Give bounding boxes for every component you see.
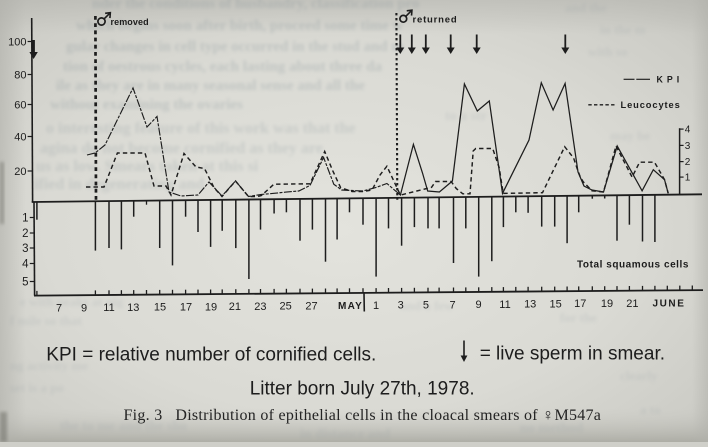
svg-text:40: 40 xyxy=(14,131,26,143)
svg-text:Fig. 3 Distribution of epith: Fig. 3 Distribution of epithelial cells … xyxy=(124,407,602,424)
svg-text:4: 4 xyxy=(22,259,29,271)
svg-text:without examining the ovaries: without examining the ovaries xyxy=(50,97,243,113)
svg-text:nder the conditions of husband: nder the conditions of husbandry, classi… xyxy=(92,0,419,12)
svg-text:to a str: to a str xyxy=(445,109,487,124)
svg-text:Leucocytes: Leucocytes xyxy=(621,100,681,110)
svg-text:11: 11 xyxy=(499,299,510,311)
svg-text:17: 17 xyxy=(180,302,192,314)
svg-text:ile as they are in many season: ile as they are in many seasonal sense a… xyxy=(56,78,365,94)
svg-text:in distance and: in distance and xyxy=(300,427,390,442)
svg-text:1: 1 xyxy=(22,213,28,225)
svg-text:tion of oestrous cycles, each: tion of oestrous cycles, each lasting ab… xyxy=(63,59,383,75)
svg-text:5: 5 xyxy=(22,277,28,289)
svg-text:returned: returned xyxy=(413,15,458,26)
svg-text:KPI: KPI xyxy=(657,75,684,85)
svg-text:clearly: clearly xyxy=(620,368,658,383)
svg-text:100: 100 xyxy=(8,36,26,48)
svg-text:20: 20 xyxy=(14,166,26,178)
svg-text:9: 9 xyxy=(81,302,87,314)
svg-text:and the: and the xyxy=(565,0,607,15)
svg-text:Total squamous cells: Total squamous cells xyxy=(577,260,689,271)
svg-text:21: 21 xyxy=(229,301,241,313)
svg-text:17: 17 xyxy=(574,298,586,310)
svg-text:7: 7 xyxy=(56,303,62,315)
svg-text:19: 19 xyxy=(601,298,613,310)
svg-text:gular changes in cell type occ: gular changes in cell type occurred in t… xyxy=(66,39,404,55)
svg-text:with so: with so xyxy=(588,44,627,59)
svg-text:19: 19 xyxy=(205,301,217,313)
svg-text:4: 4 xyxy=(685,125,691,136)
svg-text:2: 2 xyxy=(685,157,691,168)
svg-text:1: 1 xyxy=(685,173,691,184)
svg-text:1: 1 xyxy=(373,300,379,312)
svg-text:60: 60 xyxy=(14,99,26,111)
svg-text:removed: removed xyxy=(111,17,149,27)
svg-text:f mile so that: f mile so that xyxy=(10,313,83,328)
svg-text:= live sperm in smear.: = live sperm in smear. xyxy=(480,344,665,365)
svg-text:KPI = relative number of corni: KPI = relative number of cornified cells… xyxy=(46,344,376,365)
svg-text:23: 23 xyxy=(254,301,266,313)
svg-text:2: 2 xyxy=(22,228,28,240)
svg-text:MAY: MAY xyxy=(338,301,363,312)
svg-text:13: 13 xyxy=(524,299,536,311)
svg-text:7: 7 xyxy=(450,299,456,311)
svg-text:15: 15 xyxy=(549,298,561,310)
svg-text:Litter born July 27th, 1978.: Litter born July 27th, 1978. xyxy=(250,379,475,400)
svg-text:may be: may be xyxy=(610,128,650,143)
svg-text:9: 9 xyxy=(476,299,482,311)
svg-text:ified in degenerating and: ified in degenerating and xyxy=(34,176,204,193)
svg-text:27: 27 xyxy=(305,300,317,312)
svg-text:in the m: in the m xyxy=(600,22,646,37)
svg-text:5: 5 xyxy=(423,300,429,312)
svg-text:3: 3 xyxy=(22,243,28,255)
svg-text:13: 13 xyxy=(127,302,139,314)
svg-text:3: 3 xyxy=(685,141,691,152)
svg-text:11: 11 xyxy=(103,302,114,314)
svg-text:3: 3 xyxy=(398,300,404,312)
svg-text:a to: a to xyxy=(640,402,661,417)
svg-text:25: 25 xyxy=(279,301,291,313)
svg-text:o interesting feature of this: o interesting feature of this work was t… xyxy=(46,120,356,137)
svg-text:JUNE: JUNE xyxy=(652,299,685,310)
svg-text:80: 80 xyxy=(14,69,26,81)
svg-text:15: 15 xyxy=(154,302,166,314)
svg-text:agina do not become cornified: agina do not become cornified as they ar… xyxy=(40,140,323,157)
svg-text:21: 21 xyxy=(626,298,638,310)
svg-text:set is a po: set is a po xyxy=(10,380,64,395)
svg-text:for the: for the xyxy=(560,310,597,325)
